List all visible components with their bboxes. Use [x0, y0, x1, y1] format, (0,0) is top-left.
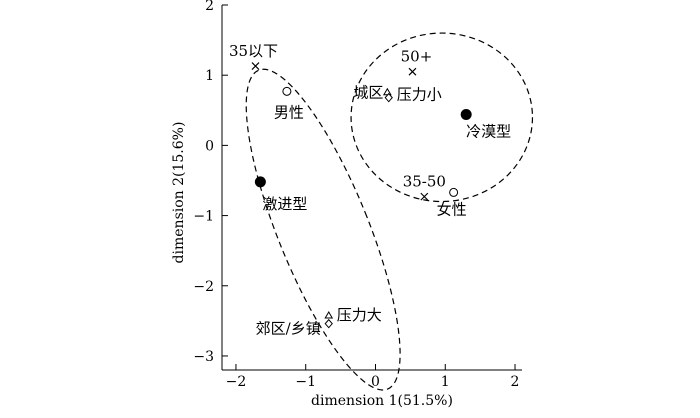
point-label: 压力小	[397, 86, 442, 104]
open-circle-marker	[282, 86, 292, 96]
x-tick-label: 1	[441, 374, 450, 390]
point-cross: 50+	[401, 48, 433, 76]
x-axis-label: dimension 1(51.5%)	[311, 393, 453, 409]
point-triangle: 城区	[353, 84, 392, 102]
point-label: 女性	[437, 200, 467, 218]
x-tick-label: 0	[371, 374, 380, 390]
x-tick-label: −1	[295, 374, 316, 390]
cross-marker	[420, 192, 429, 201]
point-label: 激进型	[262, 195, 307, 213]
point-label: 城区	[353, 84, 383, 102]
point-cross: 35以下	[229, 42, 278, 70]
point-circle-open: 男性	[274, 86, 304, 121]
point-diamond: 郊区/乡镇	[256, 318, 333, 338]
point-label: 郊区/乡镇	[256, 320, 321, 338]
diamond-marker	[384, 92, 393, 103]
triangle-marker	[324, 310, 334, 319]
point-label: 冷漠型	[466, 123, 511, 141]
y-tick-label: 2	[205, 0, 214, 14]
cross-marker	[408, 67, 417, 76]
y-tick-label: −2	[193, 279, 214, 295]
point-circle-open: 女性	[437, 187, 467, 218]
y-tick-label: 1	[205, 68, 214, 84]
point-label: 男性	[274, 103, 304, 121]
filled-circle-marker	[254, 176, 266, 188]
diamond-marker	[324, 318, 333, 329]
axis-ticks: −2 −1 0 1 2 −3 −2 −1 0 1 2	[193, 0, 519, 390]
point-circle-filled: 激进型	[254, 176, 307, 213]
x-tick-label: 2	[511, 374, 520, 390]
point-label: 50+	[401, 48, 433, 66]
point-label: 35以下	[229, 42, 278, 60]
y-tick-label: −1	[193, 209, 214, 225]
group-ellipses	[245, 32, 534, 391]
y-tick-label: 0	[205, 138, 214, 154]
y-tick-label: −3	[193, 349, 214, 365]
group-ellipse-2	[245, 68, 401, 391]
x-tick-label: −2	[226, 374, 247, 390]
triangle-marker	[382, 87, 392, 96]
point-label: 压力大	[337, 306, 382, 324]
point-triangle: 压力大	[324, 306, 382, 324]
point-label: 35-50	[403, 173, 446, 191]
point-circle-filled: 冷漠型	[460, 109, 511, 141]
filled-circle-marker	[460, 109, 472, 120]
y-axis-label: dimension 2(15.6%)	[171, 122, 187, 264]
open-circle-marker	[449, 187, 459, 197]
point-diamond: 压力小	[384, 86, 442, 104]
group-ellipse-1	[350, 32, 534, 203]
cross-marker	[251, 62, 260, 70]
point-cross: 35-50	[403, 173, 446, 201]
